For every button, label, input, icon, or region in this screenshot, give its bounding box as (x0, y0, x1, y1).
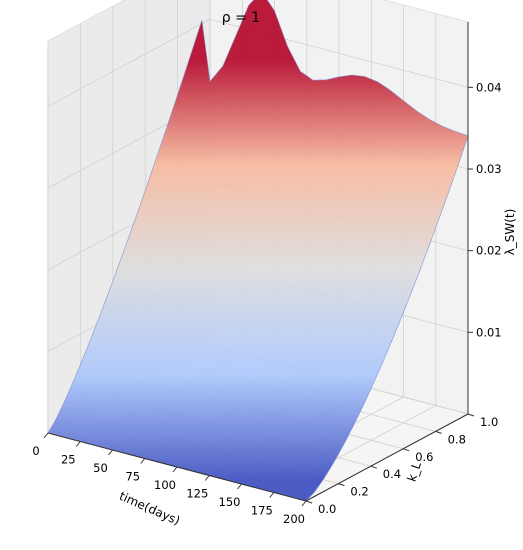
x-tick-mark (75, 441, 81, 447)
z-tick-label: 0.01 (476, 325, 502, 339)
x-tick-mark (204, 475, 210, 481)
x-tick-mark (108, 449, 113, 456)
y-tick-label: 0.4 (383, 467, 401, 481)
chart-title: ρ = 1 (222, 10, 260, 26)
x-tick-label: 150 (219, 495, 241, 509)
y-tick-label: 0.6 (415, 450, 433, 464)
y-tick-label: 1.0 (480, 415, 498, 429)
x-tick-mark (301, 500, 307, 507)
grid-line-z (47, 18, 469, 107)
y-tick-mark (467, 413, 475, 417)
y-tick-mark (305, 500, 313, 504)
x-tick-mark (43, 432, 49, 439)
tick-labels: 0 25 50 75 100 125 150 175 200 0.0 0.2 0.4 0.6 0.8 1.0… (32, 80, 501, 526)
y-tick-label: 0.2 (350, 485, 368, 499)
y-tick-label: 0.0 (318, 502, 336, 516)
x-axis-label: time(days) (117, 489, 182, 528)
x-tick-mark (140, 458, 146, 464)
x-tick-label: 125 (186, 487, 208, 501)
x-tick-label: 100 (154, 478, 176, 492)
x-tick-mark (237, 483, 242, 490)
x-tick-mark (172, 466, 178, 473)
y-tick-label: 0.8 (448, 432, 466, 446)
z-tick-label: 0.02 (476, 244, 502, 258)
y-tick-mark (435, 430, 442, 434)
y-tick-mark (338, 483, 345, 487)
x-tick-label: 75 (125, 470, 140, 484)
y-axis-label: k_L (405, 460, 424, 483)
z-tick-label: 0.03 (476, 162, 502, 176)
y-tick-mark (370, 465, 377, 469)
y-axis-line (305, 413, 469, 502)
x-tick-label: 175 (251, 504, 273, 518)
x-tick-label: 0 (32, 444, 39, 458)
z-tick-label: 0.04 (476, 80, 502, 94)
z-axis-label: λ_SW(t) (503, 209, 517, 256)
x-tick-label: 200 (283, 512, 305, 526)
x-tick-mark (269, 492, 275, 498)
x-tick-label: 25 (61, 453, 76, 467)
y-tick-mark (403, 448, 410, 452)
x-tick-label: 50 (93, 461, 108, 475)
